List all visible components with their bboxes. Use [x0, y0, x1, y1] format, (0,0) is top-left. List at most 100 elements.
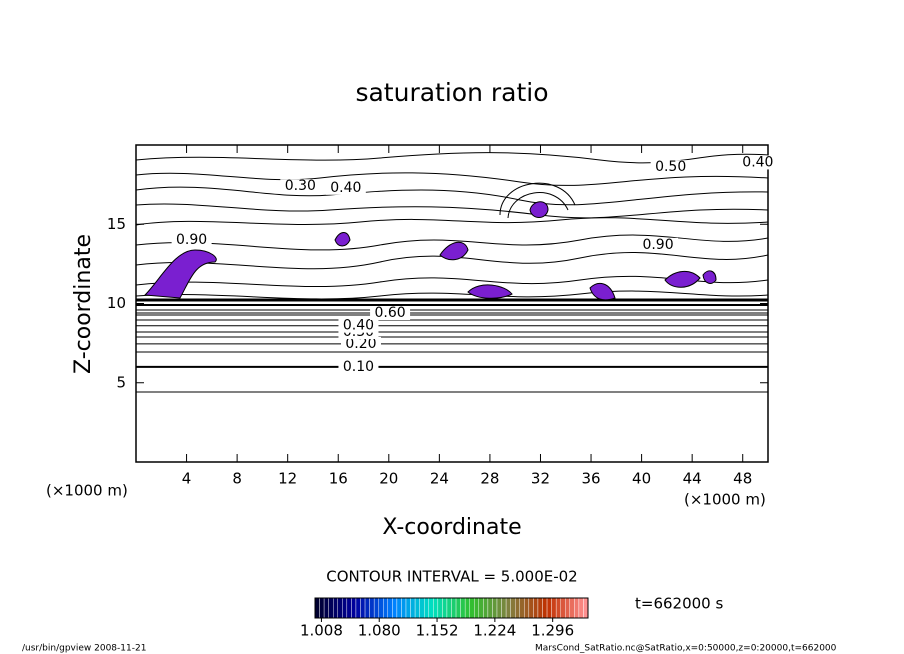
colorbar-swatch — [474, 597, 480, 619]
colorbar-swatch — [501, 597, 507, 619]
contour-label-bg — [737, 155, 778, 170]
colorbar-swatch — [373, 597, 379, 619]
x-tick-label: 12 — [278, 470, 297, 488]
x-tick-label: 44 — [683, 470, 702, 488]
contour-label: 0.60 — [374, 305, 405, 321]
x-tick-label: 16 — [329, 470, 348, 488]
colorbar-swatch — [515, 597, 520, 619]
colorbar-tick-label: 1.296 — [531, 622, 574, 640]
colorbar-swatch — [333, 597, 338, 619]
contour-label-bg — [325, 180, 366, 195]
colorbar-swatch — [414, 597, 420, 619]
contour-label-bg — [280, 179, 321, 194]
x-tick-label: 32 — [531, 470, 550, 488]
x-tick-label: 4 — [182, 470, 192, 488]
time-label: t=662000 s — [635, 595, 723, 613]
contour-label-bg — [171, 233, 212, 248]
contour-label: 0.90 — [642, 237, 673, 253]
colorbar-swatch — [346, 597, 352, 619]
colorbar-swatch — [433, 597, 439, 619]
contour-label: 0.30 — [285, 178, 316, 194]
x-tick-label: 40 — [632, 470, 651, 488]
contour-label-bg — [338, 359, 379, 374]
colorbar-swatch — [469, 597, 475, 619]
colorbar-tick-label: 1.080 — [358, 622, 401, 640]
colorbar-swatch — [510, 597, 516, 619]
contour-field — [135, 152, 769, 393]
contour-label-bg — [338, 318, 379, 333]
colorbar-swatch — [410, 597, 416, 619]
contour-label: 0.10 — [343, 359, 374, 375]
colorbar-swatch — [578, 597, 584, 619]
colorbar-tick-label: 1.008 — [300, 622, 343, 640]
colorbar-swatch — [528, 597, 534, 619]
colorbar-swatch — [342, 597, 348, 619]
y-tick-label: 5 — [116, 373, 126, 391]
colorbar-swatch — [387, 597, 393, 619]
x-tick-label: 48 — [733, 470, 752, 488]
colorbar-swatch — [546, 597, 552, 619]
colorbar-swatch — [551, 597, 557, 619]
colorbar-swatch — [555, 597, 561, 619]
colorbar-swatch — [437, 597, 443, 619]
colorbar-frame — [314, 597, 589, 619]
contour-label-bg — [650, 160, 691, 175]
colorbar-swatch — [533, 597, 539, 619]
colorbar-swatch — [451, 597, 457, 619]
contour-label: 0.90 — [176, 232, 207, 248]
colorbar-swatch — [337, 597, 343, 619]
colorbar-swatch — [419, 597, 425, 619]
colorbar-swatch — [392, 597, 398, 619]
colorbar-swatch — [565, 597, 571, 619]
colorbar-swatch — [328, 597, 334, 619]
colorbar-swatch — [323, 597, 329, 619]
colorbar-swatch — [405, 597, 411, 619]
colorbar-swatch — [360, 597, 366, 619]
x-unit-label: (×1000 m) — [684, 491, 766, 509]
colorbar-swatch — [319, 597, 325, 619]
colorbar-swatch — [396, 597, 402, 619]
colorbar-swatch — [378, 597, 384, 619]
footer-left: /usr/bin/gpview 2008-11-21 — [22, 644, 146, 654]
plot-frame — [135, 144, 769, 463]
colorbar-swatch — [351, 597, 357, 619]
y-tick-label: 15 — [107, 215, 126, 233]
colorbar-tick-label: 1.152 — [416, 622, 459, 640]
contour-label-bg — [370, 306, 411, 321]
contour-label-bg — [340, 336, 381, 351]
colorbar-swatch — [314, 597, 320, 619]
colorbar-swatch — [383, 597, 389, 619]
colorbar-swatch — [442, 597, 448, 619]
colorbar-swatch — [492, 597, 498, 619]
contour-label-bg — [638, 237, 679, 252]
x-tick-label: 28 — [480, 470, 499, 488]
colorbar-swatch — [464, 597, 470, 619]
colorbar-swatch — [355, 597, 361, 619]
colorbar-swatch — [460, 597, 466, 619]
colorbar-swatch — [569, 597, 575, 619]
colorbar-swatch — [524, 597, 530, 619]
x-axis-label: X-coordinate — [382, 515, 521, 540]
colorbar-swatch — [446, 597, 452, 619]
colorbar-swatch — [364, 597, 370, 619]
colorbar-swatch — [428, 597, 434, 619]
colorbar-swatch — [519, 597, 525, 619]
colorbar-swatch — [505, 597, 511, 619]
y-axis-label: Z-coordinate — [71, 234, 96, 374]
colorbar-swatch — [369, 597, 375, 619]
contour-label: 0.20 — [345, 336, 376, 352]
footer-right: MarsCond_SatRatio.nc@SatRatio,x=0:50000,… — [535, 644, 837, 654]
x-tick-label: 24 — [430, 470, 449, 488]
x-tick-label: 36 — [581, 470, 600, 488]
contour-label: 0.40 — [742, 154, 773, 170]
colorbar-tick-label: 1.224 — [473, 622, 516, 640]
colorbar-swatch — [537, 597, 543, 619]
colorbar-swatch — [401, 597, 407, 619]
contour-label: 0.40 — [330, 180, 361, 196]
colorbar-swatch — [583, 597, 589, 619]
colorbar-swatch — [487, 597, 493, 619]
colorbar-swatch — [574, 597, 580, 619]
colorbar-swatch — [478, 597, 484, 619]
colorbar-swatch — [483, 597, 489, 619]
